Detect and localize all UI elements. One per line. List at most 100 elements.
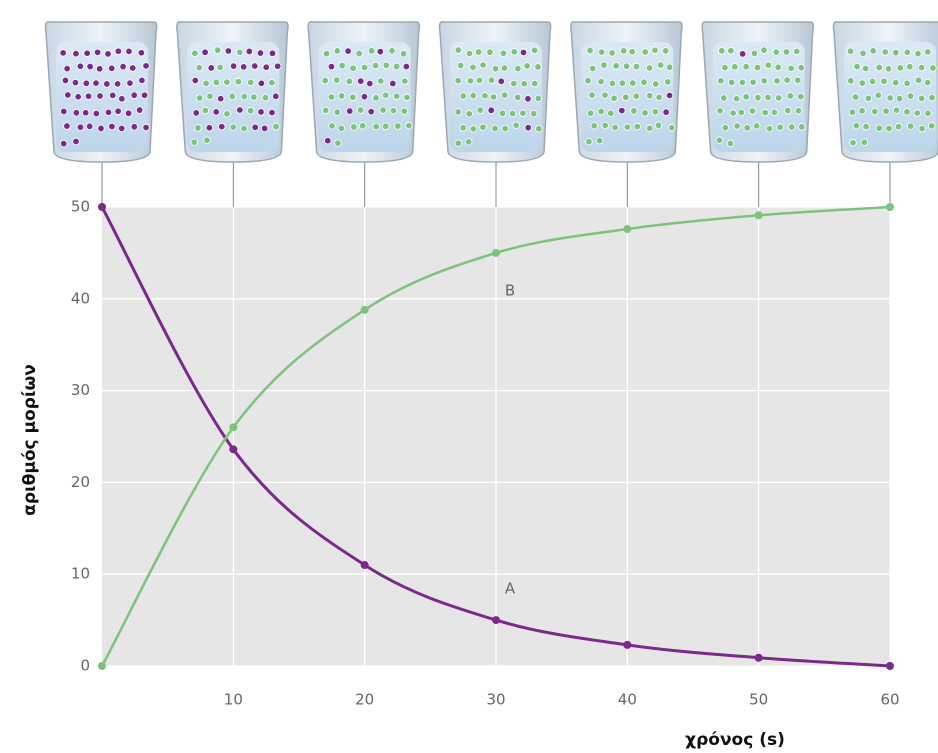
molecule [752,122,761,130]
molecule [924,109,932,117]
beakers [44,20,938,207]
molecule [464,138,473,146]
molecule [246,106,255,115]
molecule [519,109,527,117]
molecule [257,108,265,116]
molecule [257,79,266,88]
molecule [651,46,659,54]
y-tick-label: 40 [71,289,90,307]
molecule [861,64,870,73]
molecule [640,78,648,86]
molecule [608,79,617,88]
molecule [499,49,508,57]
molecule [322,49,331,58]
molecule [135,106,144,114]
molecule [367,47,376,55]
molecule [213,46,222,54]
molecule [138,76,146,85]
molecule [403,93,411,102]
molecule [108,122,116,131]
molecule [239,63,248,71]
molecule [454,46,463,54]
molecule [118,95,126,103]
molecule [358,122,367,130]
molecule [60,107,68,116]
molecule [84,92,93,100]
molecule [240,124,248,133]
y-axis-title: αριθμός μορίων [20,364,40,516]
molecule [917,63,926,72]
molecule [793,47,801,56]
molecule [124,109,133,118]
molecule [514,64,522,73]
molecule [389,79,397,88]
molecule [914,49,922,58]
molecule [272,92,280,101]
molecule [508,109,517,118]
molecule [497,77,505,85]
x-tick-label: 60 [880,691,899,709]
molecule [228,92,236,101]
molecule [333,76,341,84]
molecule [727,78,736,87]
molecule [764,93,772,102]
molecule [346,107,354,115]
molecule [869,47,877,55]
molecule [367,107,375,116]
molecule [405,121,413,130]
molecule [475,76,484,85]
molecule [787,64,795,73]
molecule [743,124,751,132]
y-tick-label: 50 [71,198,90,216]
molecule [651,108,660,116]
molecule [913,109,921,117]
molecule [891,78,900,87]
molecule [479,123,487,131]
molecule [372,122,380,131]
molecule [622,62,631,70]
molecule [718,47,726,55]
molecule [372,94,380,102]
molecule [223,78,231,86]
molecule [376,47,385,56]
molecule [389,106,398,115]
molecule [852,121,861,130]
molecule [761,108,769,117]
molecule [324,136,332,145]
molecule [498,109,507,118]
molecule [487,76,496,84]
molecule [892,106,901,114]
molecule [618,106,626,115]
molecule [71,78,80,87]
molecule [846,47,855,55]
molecule [720,94,728,102]
molecule [760,77,768,85]
molecule [126,79,134,87]
molecule [334,139,342,147]
molecule [456,61,465,70]
point [886,203,894,211]
molecule [531,79,539,88]
molecule [645,64,654,72]
molecule [924,48,932,56]
molecule [588,91,596,99]
molecule [797,92,805,101]
molecule [236,48,244,57]
molecule [119,62,127,71]
molecule [137,49,146,57]
molecule [750,49,759,58]
molecule [894,122,903,131]
y-tick-label: 30 [71,381,90,399]
molecule [382,61,391,70]
point [754,211,763,220]
molecule [923,78,932,87]
molecule [601,91,609,99]
molecule [345,77,354,86]
molecule [770,108,779,117]
molecule [72,49,80,58]
molecule [628,48,636,56]
molecule [906,62,914,71]
molecule [618,79,627,87]
molecule [251,62,259,70]
